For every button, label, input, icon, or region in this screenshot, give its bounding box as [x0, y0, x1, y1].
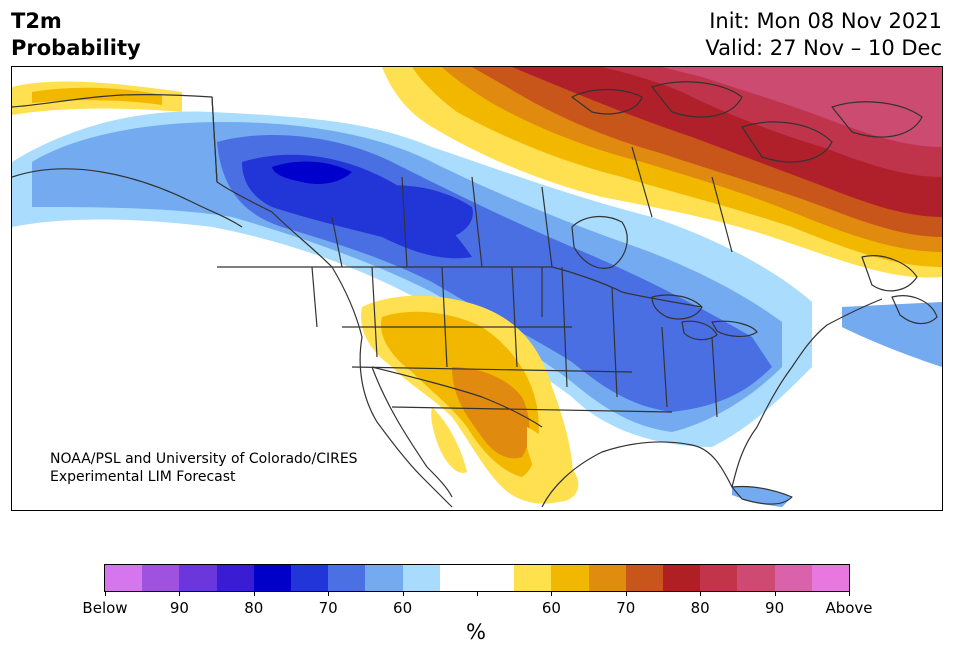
- colorbar-tick: [179, 591, 181, 596]
- map-boundaries: [12, 81, 938, 508]
- boundary-line: [441, 266, 448, 368]
- boundary-line: [471, 176, 483, 268]
- boundary-line: [891, 295, 938, 325]
- boundary-line: [631, 146, 653, 218]
- boundary-line: [351, 366, 633, 373]
- boundary-line: [731, 485, 793, 505]
- colorbar-swatch: [142, 565, 180, 591]
- colorbar-swatch: [663, 565, 701, 591]
- colorbar-swatch: [105, 565, 143, 591]
- colorbar-swatch: [811, 565, 850, 591]
- colorbar-tick: [105, 591, 106, 596]
- boundary-line: [741, 121, 833, 163]
- colorbar-tick: [253, 591, 255, 596]
- colorbar-tick-label: 60: [541, 599, 561, 617]
- colorbar-tick: [849, 591, 850, 596]
- colorbar-swatch: [253, 565, 292, 591]
- map-canvas: [12, 67, 942, 508]
- boundary-line: [371, 366, 543, 428]
- boundary-line: [711, 336, 718, 418]
- title-line-2: Probability: [11, 36, 141, 60]
- colorbar-tick-label: Below: [82, 599, 128, 617]
- colorbar-swatch: [328, 565, 366, 591]
- boundary-line: [401, 176, 408, 268]
- colorbar-tick: [328, 591, 330, 596]
- probability-region: [527, 427, 579, 502]
- boundary-line: [611, 286, 618, 398]
- colorbar-swatch: [477, 565, 515, 591]
- colorbar-swatch: [551, 565, 589, 591]
- boundary-line: [711, 320, 758, 337]
- colorbar-tick-label: 70: [318, 599, 338, 617]
- probability-region: [452, 367, 530, 459]
- chart-title: T2m Probability: [11, 8, 141, 62]
- colorbar-tick-label: Above: [825, 599, 873, 617]
- colorbar-tick-label: 90: [765, 599, 785, 617]
- boundary-line: [511, 266, 518, 368]
- boundary-line: [391, 406, 673, 413]
- colorbar-tick: [700, 591, 702, 596]
- colorbar-tick-label: 60: [393, 599, 413, 617]
- map-credit: NOAA/PSL and University of Colorado/CIRE…: [50, 450, 358, 486]
- boundary-line: [571, 88, 643, 115]
- colorbar-swatch: [179, 565, 217, 591]
- probability-map: NOAA/PSL and University of Colorado/CIRE…: [11, 66, 943, 511]
- boundary-line: [541, 186, 553, 268]
- probability-region: [372, 185, 473, 239]
- colorbar-swatch: [365, 565, 403, 591]
- colorbar-tick-label: 80: [244, 599, 264, 617]
- boundary-line: [831, 101, 923, 138]
- boundary-line: [681, 320, 718, 341]
- probability-fills: [12, 67, 942, 507]
- colorbar-swatch: [291, 565, 329, 591]
- boundary-line: [217, 266, 703, 308]
- boundary-line: [211, 96, 218, 183]
- colorbar-tick: [402, 591, 404, 596]
- colorbar-swatch: [514, 565, 552, 591]
- boundary-line: [371, 366, 453, 498]
- colorbar-swatch: [402, 565, 440, 591]
- boundary-line: [311, 266, 318, 328]
- boundary-line: [711, 176, 733, 253]
- colorbar-unit: %: [466, 620, 486, 644]
- colorbar-tick-label: 90: [169, 599, 189, 617]
- colorbar-swatch: [774, 565, 812, 591]
- boundary-line: [651, 294, 703, 320]
- colorbar-tick-label: 80: [690, 599, 710, 617]
- boundary-line: [861, 255, 918, 292]
- probability-region: [272, 161, 352, 184]
- colorbar-swatch: [625, 565, 664, 591]
- init-date: Init: Mon 08 Nov 2021: [709, 9, 942, 33]
- credit-line-2: Experimental LIM Forecast: [50, 469, 236, 485]
- title-line-1: T2m: [11, 9, 62, 33]
- colorbar-tick: [625, 591, 627, 596]
- probability-region: [732, 486, 792, 507]
- valid-date: Valid: 27 Nov – 10 Dec: [705, 36, 942, 60]
- colorbar-tick: [774, 591, 776, 596]
- boundary-line: [371, 266, 378, 358]
- boundary-line: [12, 94, 453, 508]
- boundary-line: [571, 215, 628, 269]
- probability-region: [431, 407, 467, 473]
- probability-region: [662, 67, 942, 147]
- colorbar-swatch: [216, 565, 254, 591]
- colorbar-swatch: [588, 565, 626, 591]
- colorbar-swatch: [737, 565, 775, 591]
- colorbar-swatch: [700, 565, 738, 591]
- colorbar-tick-label: 70: [616, 599, 636, 617]
- colorbar: [104, 564, 850, 592]
- boundary-line: [541, 298, 883, 508]
- colorbar-tick: [477, 591, 478, 596]
- probability-region: [627, 322, 752, 407]
- boundary-line: [661, 326, 668, 408]
- colorbar-tick: [551, 591, 553, 596]
- forecast-dates: Init: Mon 08 Nov 2021 Valid: 27 Nov – 10…: [705, 8, 942, 62]
- colorbar-swatch: [439, 565, 478, 591]
- boundary-line: [651, 81, 743, 118]
- credit-line-1: NOAA/PSL and University of Colorado/CIRE…: [50, 451, 358, 467]
- probability-region: [842, 302, 942, 367]
- boundary-line: [12, 168, 243, 228]
- boundary-line: [331, 216, 343, 268]
